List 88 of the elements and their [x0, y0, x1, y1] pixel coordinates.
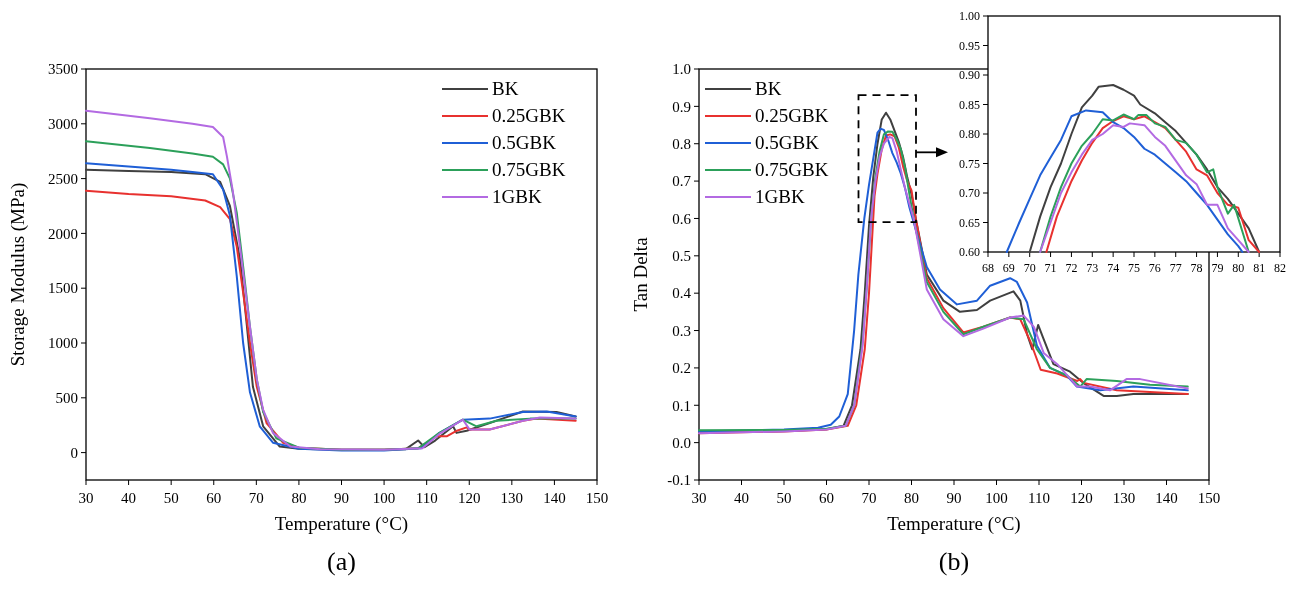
x-tick-label: 82: [1274, 261, 1286, 275]
x-tick-label: 80: [291, 490, 307, 506]
legend-label: 1GBK: [492, 186, 542, 207]
legend-label: 0.5GBK: [755, 132, 820, 153]
x-tick-label: 74: [1107, 261, 1120, 275]
y-tick-label: 2000: [48, 225, 78, 242]
x-tick-label: 69: [1002, 261, 1015, 275]
y-tick-label: 3000: [48, 116, 78, 133]
y-tick-label: 0.6: [672, 210, 692, 227]
y-tick-label: 1000: [48, 335, 78, 352]
x-tick-label: 90: [946, 490, 962, 506]
y-tick-label: 1.0: [672, 61, 691, 78]
x-tick-label: 100: [985, 490, 1008, 506]
x-tick-label: 70: [861, 490, 877, 506]
x-tick-label: 79: [1211, 261, 1224, 275]
y-axis-title: Storage Modulus (MPa): [7, 182, 29, 367]
x-tick-label: 50: [163, 490, 179, 506]
y-tick-label: 0.80: [959, 127, 980, 142]
x-tick-label: 70: [248, 490, 264, 506]
text: (b): [938, 547, 970, 576]
line-series: [1005, 109, 1244, 253]
x-axis-title: Temperature (°C): [887, 513, 1021, 535]
x-tick-label: 120: [1070, 490, 1093, 506]
y-tick-label: 0.0: [672, 434, 691, 451]
x-tick-label: 140: [543, 490, 566, 506]
x-tick-label: 110: [1028, 490, 1050, 506]
y-tick-label: 0: [70, 444, 78, 461]
y-tick-label: 0.9: [672, 98, 691, 115]
x-tick-label: 76: [1148, 261, 1161, 275]
x-tick-label: 60: [206, 490, 222, 506]
x-tick-label: 81: [1253, 261, 1266, 275]
legend-label: 0.5GBK: [492, 132, 557, 153]
x-axis-title: Temperature (°C): [274, 513, 409, 535]
y-tick-label: 0.90: [959, 68, 980, 83]
x-tick-label: 120: [458, 490, 481, 506]
legend-label: 0.75GBK: [755, 159, 829, 180]
x-tick-label: 68: [982, 261, 994, 275]
x-tick-label: 77: [1169, 261, 1182, 275]
x-tick-label: 75: [1128, 261, 1140, 275]
y-tick-label: 1500: [48, 280, 78, 297]
x-tick-label: 30: [78, 490, 94, 506]
y-tick-label: 0.85: [959, 97, 980, 112]
x-tick-label: 50: [776, 490, 792, 506]
x-tick-label: 150: [1197, 490, 1221, 506]
x-tick-label: 130: [500, 490, 524, 506]
y-tick-label: -0.1: [667, 472, 691, 489]
x-tick-label: 40: [121, 490, 137, 506]
legend-label: BK: [755, 78, 782, 99]
y-tick-label: 2500: [48, 170, 78, 187]
y-tick-label: 0.8: [672, 135, 691, 152]
text: (a): [327, 547, 356, 576]
x-tick-label: 72: [1065, 261, 1078, 275]
y-tick-label: 3500: [48, 61, 78, 78]
x-tick-label: 60: [819, 490, 834, 506]
x-tick-label: 78: [1190, 261, 1203, 275]
legend-label: 0.25GBK: [755, 105, 829, 126]
y-tick-label: 0.4: [672, 285, 692, 302]
y-tick-label: 0.1: [672, 397, 691, 414]
y-tick-label: 0.7: [672, 173, 692, 190]
y-tick-label: 0.2: [672, 360, 691, 377]
x-tick-label: 110: [415, 490, 438, 506]
x-tick-label: 71: [1044, 261, 1057, 275]
y-tick-label: 0.95: [959, 38, 980, 53]
x-tick-label: 100: [372, 490, 396, 506]
y-tick-label: 1.00: [959, 9, 980, 24]
x-tick-label: 30: [691, 490, 707, 506]
legend-label: 1GBK: [755, 186, 805, 207]
x-tick-label: 40: [734, 490, 749, 506]
y-tick-label: 0.75: [959, 156, 980, 171]
x-tick-label: 90: [334, 490, 349, 506]
y-tick-label: 0.70: [959, 186, 980, 201]
legend-label: BK: [492, 78, 519, 99]
legend-label: 0.75GBK: [492, 159, 566, 180]
y-tick-label: 0.3: [672, 322, 691, 339]
y-tick-label: 500: [55, 390, 78, 407]
x-tick-label: 150: [585, 490, 609, 506]
legend-label: 0.25GBK: [492, 105, 566, 126]
x-tick-label: 80: [904, 490, 919, 506]
x-tick-label: 140: [1155, 490, 1178, 506]
x-tick-label: 73: [1086, 261, 1099, 275]
y-tick-label: 0.65: [959, 215, 980, 230]
line-series: [1028, 84, 1261, 253]
y-axis-title: Tan Delta: [630, 236, 651, 312]
x-tick-label: 130: [1112, 490, 1136, 506]
y-tick-label: 0.5: [672, 248, 691, 265]
x-tick-label: 70: [1023, 261, 1036, 275]
y-tick-label: 0.60: [959, 245, 980, 260]
x-tick-label: 80: [1232, 261, 1245, 275]
